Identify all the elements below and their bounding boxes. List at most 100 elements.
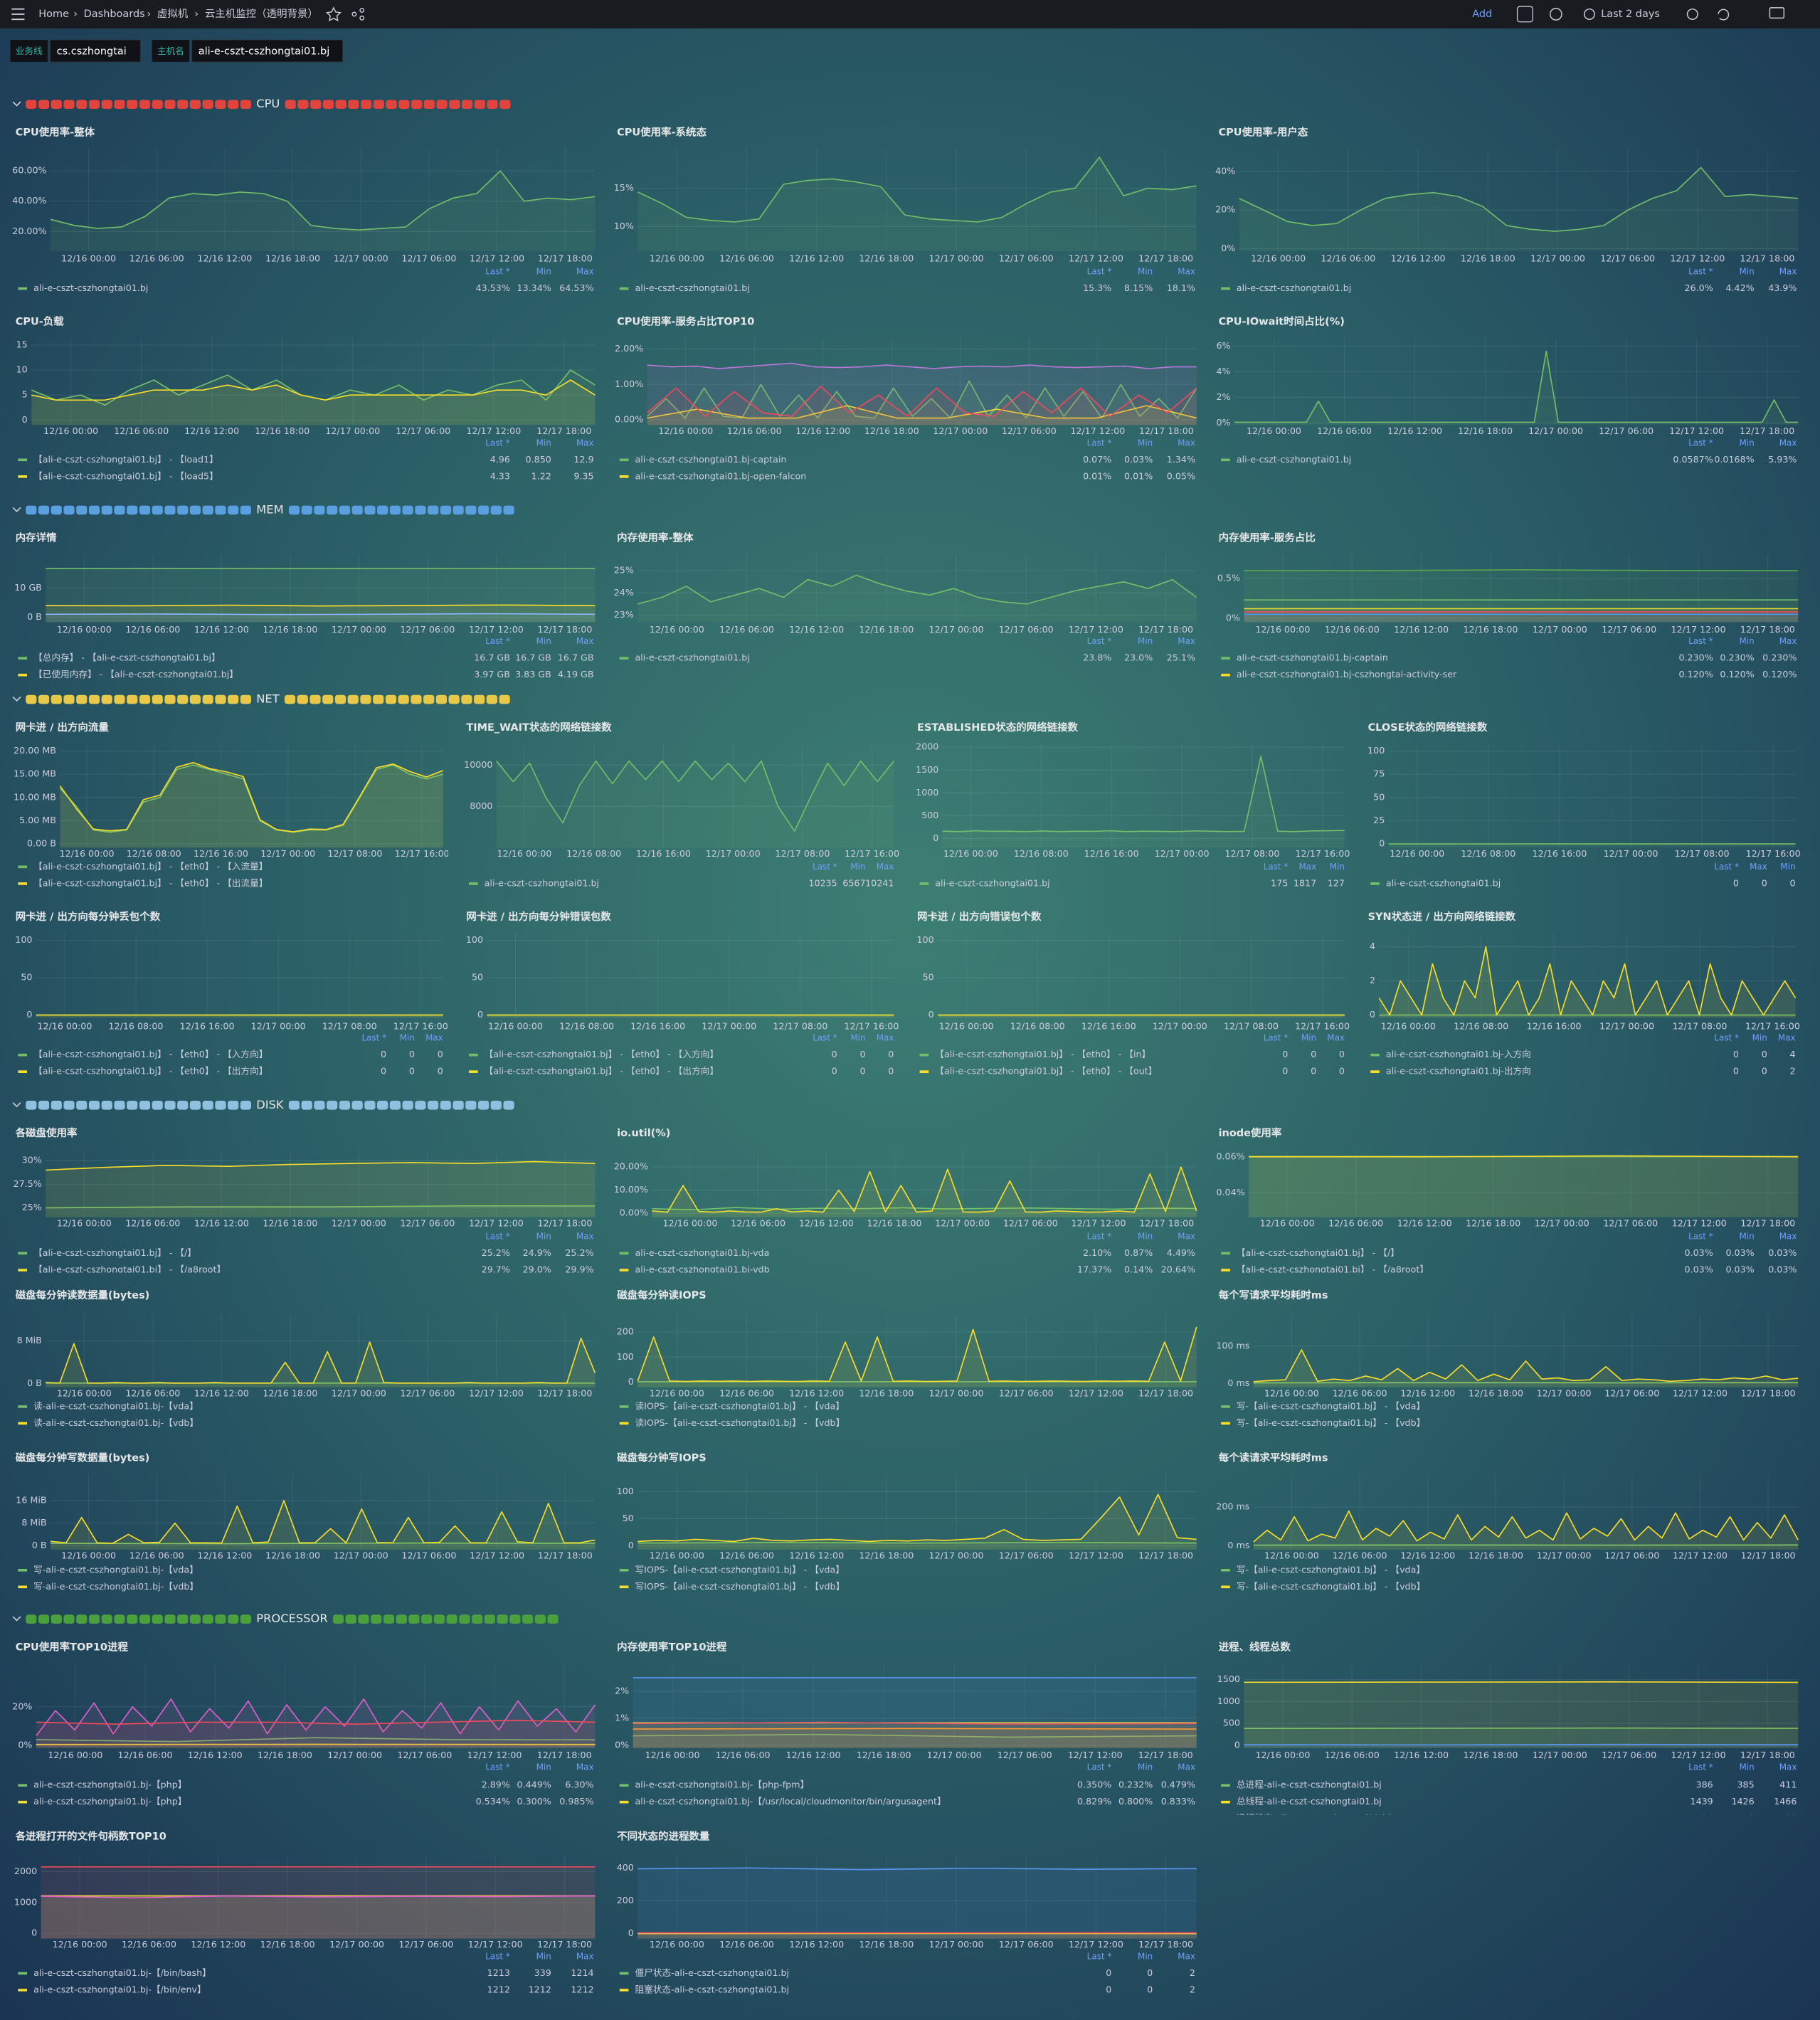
zoom-out-button[interactable] xyxy=(1686,8,1698,20)
panel-title: SYN状态进 / 出方向网络链接数 xyxy=(1368,910,1516,923)
row-emoji xyxy=(474,100,485,109)
panel-title: CPU使用率-用户态 xyxy=(1219,125,1308,138)
breadcrumb[interactable]: 虚拟机 xyxy=(157,8,189,20)
row-emoji xyxy=(189,505,201,515)
legend-name: ali-e-cszt-cszhongtai01.bj-【/usr/local/c… xyxy=(635,1796,946,1807)
legend-value: 0.230% xyxy=(1720,652,1754,663)
legend-name: 【ali-e-cszt-cszhongtai01.bj】 - 【eth0】 - … xyxy=(935,1049,1150,1059)
share-button[interactable] xyxy=(351,8,365,21)
row-emoji xyxy=(215,1100,226,1110)
row-emoji xyxy=(38,505,50,515)
series-area xyxy=(41,1895,596,1939)
row-emoji xyxy=(402,505,413,515)
legend-header: Min xyxy=(536,1951,551,1961)
y-tick-label: 20.00% xyxy=(12,226,46,236)
x-tick-label: 12/17 06:00 xyxy=(397,1750,452,1760)
y-tick-label: 0% xyxy=(18,1740,32,1750)
variable-value: ali-e-cszt-cszhongtai01.bj xyxy=(199,46,329,57)
variable-select[interactable] xyxy=(50,39,141,63)
save-button[interactable] xyxy=(1516,6,1533,23)
panel: CPU使用率-服务占比TOP10 0.00% 1.00% 2.00% 12/16 00:… xyxy=(615,315,1197,481)
x-tick-label: 12/16 08:00 xyxy=(1010,1020,1065,1031)
row-emoji xyxy=(314,1100,325,1110)
row-emoji xyxy=(490,505,502,515)
series-line xyxy=(496,760,895,832)
breadcrumb[interactable]: Dashboards xyxy=(84,9,145,20)
series-line xyxy=(652,1207,1197,1211)
x-tick-label: 12/16 18:00 xyxy=(263,624,317,635)
variable-select[interactable] xyxy=(191,39,344,63)
y-tick-label: 0 B xyxy=(32,1540,47,1550)
separator: › xyxy=(194,9,199,20)
x-tick-label: 12/16 00:00 xyxy=(61,253,116,263)
panel-title: 磁盘每分钟读数据量(bytes) xyxy=(16,1289,150,1301)
x-tick-label: 12/16 18:00 xyxy=(1469,1387,1523,1398)
refresh-button[interactable] xyxy=(1718,9,1730,21)
legend-header: Max xyxy=(1327,1033,1345,1043)
x-tick-label: 12/17 08:00 xyxy=(1672,1020,1727,1031)
legend-header: Min xyxy=(850,1033,865,1043)
time-range-picker[interactable]: Last 2 days xyxy=(1601,9,1660,20)
legend-name: ali-e-cszt-cszhongtai01.bj xyxy=(635,282,749,293)
x-tick-label: 12/17 18:00 xyxy=(1740,1750,1795,1760)
legend-header: Min xyxy=(1138,636,1153,646)
y-tick-label: 25% xyxy=(614,565,634,576)
row-emoji xyxy=(503,505,514,515)
row-emoji xyxy=(448,694,460,704)
add-button[interactable] xyxy=(1447,5,1505,23)
row-emoji xyxy=(63,694,75,704)
y-tick-label: 50 xyxy=(623,1513,634,1523)
row-emoji xyxy=(503,1100,514,1110)
legend-value: 0 xyxy=(1311,1049,1316,1059)
panel: CPU使用率-系统态 10% 15% 12/16 00:00 12/16 06:00 12… xyxy=(614,125,1197,293)
legend-header: Last * xyxy=(1087,1231,1112,1241)
y-tick-label: 0% xyxy=(615,1739,629,1750)
legend-name: 读-ali-e-cszt-cszhongtai01.bj-【vdb】 xyxy=(33,1417,199,1428)
x-tick-label: 12/16 06:00 xyxy=(1317,425,1372,436)
x-tick-label: 12/17 18:00 xyxy=(1741,1387,1796,1398)
row-emoji xyxy=(446,1614,457,1624)
panel: SYN状态进 / 出方向网络链接数 0 2 4 12/16 00:00 12/16 08:… xyxy=(1368,910,1800,1077)
x-tick-label: 12/17 00:00 xyxy=(332,1217,386,1228)
panel: 各磁盘使用率 25% 27.5% 30% 12/16 00:00 12/16 06:00 1… xyxy=(14,1126,596,1273)
legend-name: 僵尸状态-ali-e-cszt-cszhongtai01.bj xyxy=(635,1967,789,1978)
row-emoji xyxy=(177,100,189,109)
legend-header: Min xyxy=(536,1762,551,1772)
series-line xyxy=(637,574,1197,605)
legend-value: 10241 xyxy=(865,877,894,888)
row-emoji xyxy=(51,505,62,515)
row-title: MEM xyxy=(256,502,283,516)
legend-name: 写-【ali-e-cszt-cszhongtai01.bj】 - 【vda】 xyxy=(1237,1564,1425,1575)
x-tick-label: 12/16 12:00 xyxy=(789,624,844,635)
x-tick-label: 12/16 06:00 xyxy=(727,425,782,436)
settings-button[interactable] xyxy=(1550,8,1562,21)
legend-header: Max xyxy=(1178,266,1195,276)
legend-header: Last * xyxy=(485,1951,510,1961)
view-mode-button[interactable] xyxy=(1769,7,1785,19)
x-tick-label: 12/16 00:00 xyxy=(61,1550,116,1560)
x-tick-label: 12/17 12:00 xyxy=(1068,1750,1123,1760)
x-tick-label: 12/17 00:00 xyxy=(929,1550,984,1560)
star-button[interactable] xyxy=(325,6,342,22)
y-tick-label: 25 xyxy=(1373,815,1385,825)
row-emoji xyxy=(152,1100,163,1110)
panel: 各进程打开的文件句柄数TOP10 0 1000 2000 12/16 00:00 12/1… xyxy=(14,1830,596,1994)
variable-value: cs.cszhongtai xyxy=(57,46,127,57)
x-tick-label: 12/16 18:00 xyxy=(1461,253,1515,263)
series-line xyxy=(1244,569,1799,571)
series-area xyxy=(1244,1681,1799,1748)
x-tick-label: 12/16 12:00 xyxy=(1391,253,1446,263)
legend-name: ali-e-cszt-cszhongtai01.bj-【php】 xyxy=(33,1780,186,1790)
legend-name: 总进程-ali-e-cszt-cszhongtai01.bj xyxy=(1237,1780,1382,1790)
legend-value: 5.93% xyxy=(1768,454,1797,465)
breadcrumb[interactable]: Home xyxy=(38,9,69,20)
legend-header: Min xyxy=(400,1033,415,1043)
panel-title: TIME_WAIT状态的网络链接数 xyxy=(466,721,612,734)
menu-button[interactable] xyxy=(11,8,25,21)
row-emoji xyxy=(240,694,252,704)
variable-label: 主机名 xyxy=(157,46,184,56)
panel-title: 内存详情 xyxy=(16,532,57,544)
row-emoji xyxy=(177,694,189,704)
legend-value: 9.35 xyxy=(573,470,593,481)
